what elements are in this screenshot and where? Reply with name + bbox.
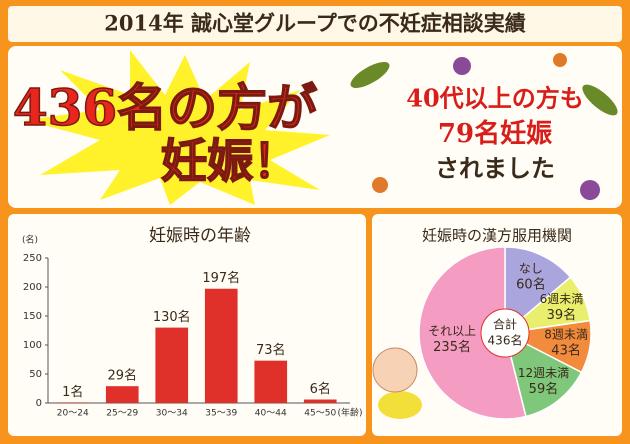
value-label: 130名 (153, 309, 191, 325)
value-label: 1名 (62, 384, 83, 400)
value-label: 60名 (516, 276, 546, 292)
slice-label: 6週未満 (540, 292, 584, 306)
slice-label: なし (519, 261, 543, 275)
subheadline-2: 79名妊娠 (438, 118, 552, 149)
chart-title: 妊娠時の年齢 (149, 226, 251, 246)
x-tick-label: 25～29 (106, 409, 138, 419)
x-tick-label: 35～39 (205, 409, 237, 419)
value-label: 197名 (202, 270, 240, 286)
bar (254, 360, 288, 403)
chart-title: 妊娠時の漢方服用機関 (422, 227, 572, 245)
value-label: 235名 (433, 339, 471, 355)
y-tick-label: 100 (23, 340, 42, 351)
y-tick-label: 250 (23, 253, 42, 264)
slice-label: 8週未満 (544, 328, 588, 342)
slice-label: それ以上 (428, 324, 476, 338)
baby (372, 347, 422, 419)
x-unit: (年齢) (337, 407, 362, 419)
value-label: 59名 (529, 381, 559, 397)
subheadline-3: されました (435, 154, 555, 183)
headline-1: 436名の方が (13, 78, 317, 137)
y-unit: (名) (22, 234, 38, 246)
value-label: 73名 (256, 342, 286, 358)
subheadline-1: 40代以上の方も (406, 84, 583, 113)
x-tick-label: 45～50 (304, 409, 336, 419)
slice-label: 12週未満 (518, 366, 569, 380)
bar (303, 399, 337, 403)
x-tick-label: 20～24 (57, 409, 89, 419)
bar (155, 327, 189, 403)
decoration (350, 53, 618, 200)
bar (204, 288, 238, 403)
headline-2: 妊娠！ (161, 134, 299, 188)
y-tick-label: 0 (36, 398, 42, 409)
title-bar (8, 6, 622, 42)
bar (105, 386, 139, 403)
value-label: 6名 (310, 381, 331, 397)
pie-slice (418, 246, 527, 420)
starburst (25, 50, 330, 205)
x-tick-label: 30～34 (156, 409, 188, 419)
y-tick-label: 150 (23, 311, 42, 322)
page-title: 2014年 誠心堂グループでの不妊症相談実績 (104, 11, 526, 36)
y-tick-label: 200 (23, 282, 42, 293)
value-label: 39名 (547, 307, 577, 323)
bar (56, 402, 90, 403)
value-label: 43名 (551, 343, 581, 359)
value-label: 29名 (107, 368, 137, 384)
x-tick-label: 40～44 (255, 409, 287, 419)
pie-slice (503, 331, 583, 418)
center-label: 436名 (488, 333, 523, 348)
center-label: 合計 (493, 317, 517, 332)
y-tick-label: 50 (29, 369, 42, 380)
pie-slice (504, 246, 572, 335)
pie-center (480, 308, 530, 358)
